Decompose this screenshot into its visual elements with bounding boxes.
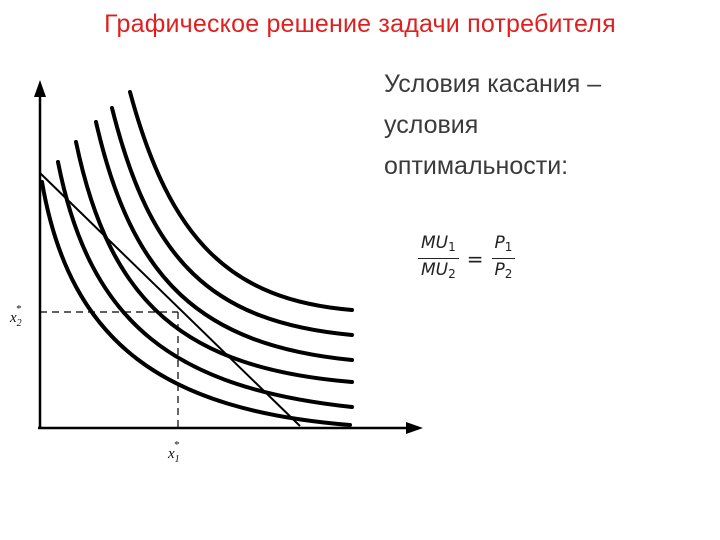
indifference-curve-2 bbox=[56, 160, 354, 409]
y-axis-arrow bbox=[34, 80, 46, 97]
indifference-curve-5 bbox=[110, 106, 354, 337]
optimality-formula: MU1 MU2 = P1 P2 bbox=[418, 232, 516, 285]
mu-ratio: MU1 MU2 bbox=[418, 232, 459, 285]
indifference-curve-1 bbox=[40, 180, 352, 427]
mu2-denominator: MU2 bbox=[421, 260, 456, 281]
equals-sign: = bbox=[466, 246, 484, 271]
mu1-numerator: MU1 bbox=[418, 232, 459, 259]
text-line-2: условия bbox=[384, 111, 479, 139]
slide-title: Графическое решение задачи потребителя bbox=[104, 10, 616, 38]
p2-denominator: P2 bbox=[494, 260, 513, 281]
text-line-1: Условия касания – bbox=[384, 70, 602, 98]
indifference-curve-3 bbox=[74, 140, 354, 384]
axes bbox=[34, 80, 423, 434]
text-line-3: оптимальности: bbox=[384, 152, 569, 180]
indifference-curves bbox=[40, 90, 354, 427]
indifference-curve-4 bbox=[94, 120, 354, 362]
optimum-projections bbox=[40, 311, 179, 432]
price-ratio: P1 P2 bbox=[491, 232, 516, 285]
indifference-curve-6 bbox=[128, 90, 354, 312]
x-optimum-label: x1* bbox=[167, 439, 180, 465]
budget-line bbox=[39, 172, 301, 427]
p1-numerator: P1 bbox=[491, 232, 516, 259]
x-axis-arrow bbox=[406, 422, 423, 434]
y-optimum-label: x2* bbox=[9, 303, 22, 329]
tangency-condition-text: Условия касания – условия оптимальности: bbox=[384, 64, 684, 187]
